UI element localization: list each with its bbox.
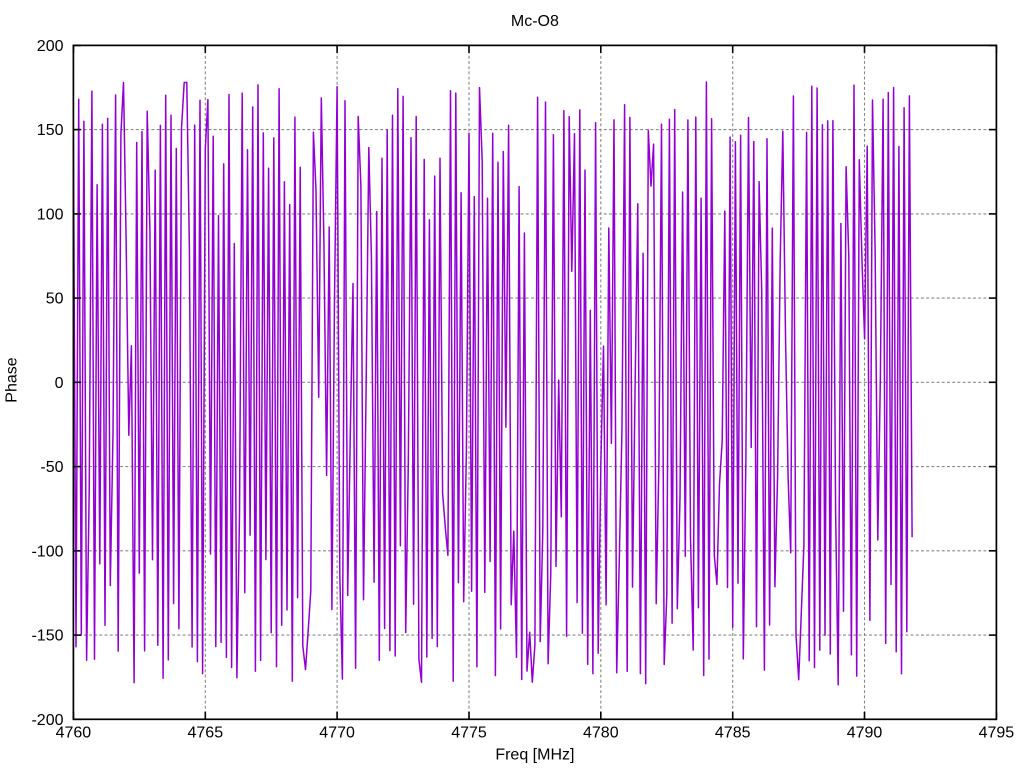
svg-text:-100: -100 bbox=[31, 543, 63, 560]
svg-text:4770: 4770 bbox=[319, 725, 355, 742]
svg-text:-50: -50 bbox=[40, 459, 63, 476]
svg-text:Phase: Phase bbox=[4, 357, 21, 402]
svg-text:4785: 4785 bbox=[715, 725, 751, 742]
svg-text:4790: 4790 bbox=[847, 725, 883, 742]
svg-text:4760: 4760 bbox=[56, 725, 92, 742]
svg-text:100: 100 bbox=[37, 206, 64, 223]
svg-text:4780: 4780 bbox=[583, 725, 619, 742]
svg-text:4765: 4765 bbox=[188, 725, 224, 742]
svg-text:Freq [MHz]: Freq [MHz] bbox=[495, 747, 574, 764]
svg-text:-200: -200 bbox=[31, 712, 63, 729]
svg-text:150: 150 bbox=[37, 122, 64, 139]
svg-text:-150: -150 bbox=[31, 628, 63, 645]
svg-text:Mc-O8: Mc-O8 bbox=[511, 13, 559, 30]
svg-text:4795: 4795 bbox=[979, 725, 1015, 742]
svg-text:200: 200 bbox=[37, 38, 64, 55]
svg-text:4775: 4775 bbox=[451, 725, 487, 742]
svg-text:0: 0 bbox=[55, 375, 64, 392]
svg-text:50: 50 bbox=[46, 291, 64, 308]
